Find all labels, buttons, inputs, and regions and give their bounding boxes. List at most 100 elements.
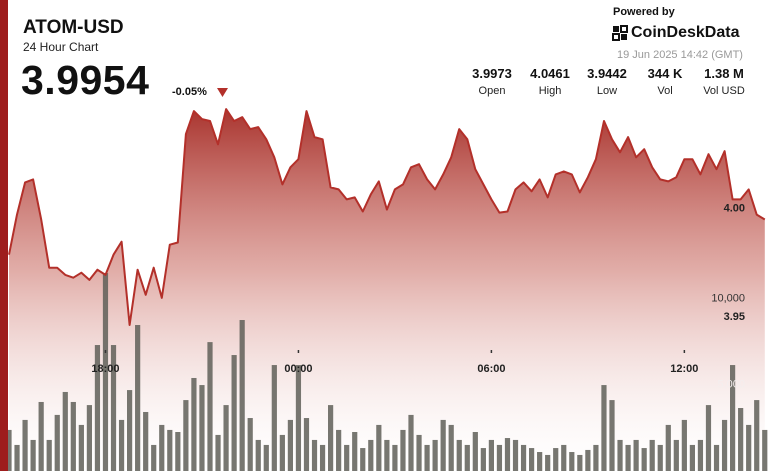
volume-bar xyxy=(553,448,559,471)
volume-bar xyxy=(247,418,253,471)
volume-bar xyxy=(432,439,438,471)
stat-label: Vol xyxy=(657,85,673,97)
stat: 3.9442 Low xyxy=(577,66,637,97)
volume-bar xyxy=(102,273,109,471)
volume-bar xyxy=(762,429,768,471)
volume-bar xyxy=(135,325,141,471)
volume-bar xyxy=(512,439,519,471)
brand-logo xyxy=(612,25,628,41)
volume-bar xyxy=(30,439,36,471)
y-tick-label: 3.95 xyxy=(724,311,745,323)
volume-bar xyxy=(416,434,422,471)
stat-value: 344 K xyxy=(647,66,683,81)
volume-bar xyxy=(529,448,535,471)
volume-bar xyxy=(649,439,655,471)
stat: 3.9973 Open xyxy=(462,66,522,97)
volume-bar xyxy=(585,449,591,471)
volume-bar xyxy=(384,439,390,471)
volume-bar xyxy=(319,444,326,471)
price-line xyxy=(8,108,766,326)
volume-bar xyxy=(625,444,631,471)
volume-bar xyxy=(472,432,478,471)
volume-bar xyxy=(127,390,133,471)
volume-bar xyxy=(408,414,414,471)
volume-bar xyxy=(151,444,157,471)
volume-bar xyxy=(657,444,663,471)
volume-bar xyxy=(464,444,470,471)
stat: 344 K Vol xyxy=(635,66,695,97)
plot-area: 4.00 3.95 10,000 5,000 18:00 00:00 06:00 12:00 xyxy=(6,108,768,471)
y-tick-label: 4.00 xyxy=(724,202,745,214)
volume-bar xyxy=(303,418,310,471)
volume-bar xyxy=(593,444,599,471)
volume-bar xyxy=(62,391,68,471)
stat-label: Open xyxy=(478,85,506,97)
volume-bar xyxy=(311,439,318,471)
volume-bar xyxy=(159,424,165,471)
volume-bar xyxy=(569,452,575,471)
volume-bar xyxy=(94,345,101,471)
price-area xyxy=(9,109,765,471)
stat-label: Low xyxy=(596,85,618,97)
volume-bar xyxy=(746,424,752,471)
volume-bar xyxy=(641,448,647,471)
volume-bar xyxy=(70,401,76,471)
volume-bar xyxy=(143,411,149,471)
volume-bar xyxy=(255,439,261,471)
stat: 4.0461 High xyxy=(520,66,580,97)
y2-tick-label: 10,000 xyxy=(711,292,745,304)
x-tick-label: 06:00 xyxy=(477,363,505,375)
volume-bar xyxy=(110,345,117,471)
x-tick-label: 00:00 xyxy=(284,363,312,375)
powered-by: Powered by xyxy=(613,6,675,18)
price-change: -0.05% xyxy=(172,86,207,98)
stat-value: 1.38 M xyxy=(704,66,744,81)
volume-bar xyxy=(352,432,358,471)
volume-bar xyxy=(456,439,462,471)
volume-bar xyxy=(689,444,695,471)
volume-bar xyxy=(504,438,511,471)
volume-bar xyxy=(78,424,84,471)
volume-bar xyxy=(368,439,374,471)
volume-bar xyxy=(239,320,245,471)
volume-bar xyxy=(697,439,704,471)
volume-bar xyxy=(376,424,382,471)
volume-bar xyxy=(480,448,486,471)
volume-bar xyxy=(633,439,639,471)
volume-bar xyxy=(207,342,213,471)
stat: 1.38 M Vol USD xyxy=(694,66,754,97)
volume-bar xyxy=(400,429,406,471)
volume-bar xyxy=(263,444,269,471)
volume-bar xyxy=(38,401,44,471)
volume-bar xyxy=(577,454,583,471)
volume-bar xyxy=(328,405,334,471)
volume-bar xyxy=(336,429,342,471)
volume-bar xyxy=(609,400,615,471)
volume-bar xyxy=(665,424,671,471)
volume-bar xyxy=(360,448,366,471)
volume-bar xyxy=(54,414,60,471)
x-tick-label: 12:00 xyxy=(670,363,698,375)
stat-label: High xyxy=(538,85,562,97)
volume-bar xyxy=(215,434,221,471)
volume-bar xyxy=(183,400,189,471)
volume-bar xyxy=(721,419,728,471)
volume-bar xyxy=(14,444,20,471)
volume-bar xyxy=(271,365,277,471)
volume-bar xyxy=(287,419,293,471)
volume-bar xyxy=(713,444,720,471)
down-arrow xyxy=(217,88,228,97)
volume-bar xyxy=(191,377,197,471)
volume-bar xyxy=(392,444,398,471)
stat-label: Vol USD xyxy=(703,85,745,97)
volume-bar xyxy=(46,439,52,471)
brand-name: CoinDeskData xyxy=(631,24,740,41)
volume-bar xyxy=(488,439,494,471)
volume-bar xyxy=(673,439,679,471)
volume-bar xyxy=(223,405,229,471)
volume-bar xyxy=(601,385,607,471)
volume-bar xyxy=(86,405,92,471)
volume-bar xyxy=(118,419,125,471)
accent-strip xyxy=(0,0,8,471)
